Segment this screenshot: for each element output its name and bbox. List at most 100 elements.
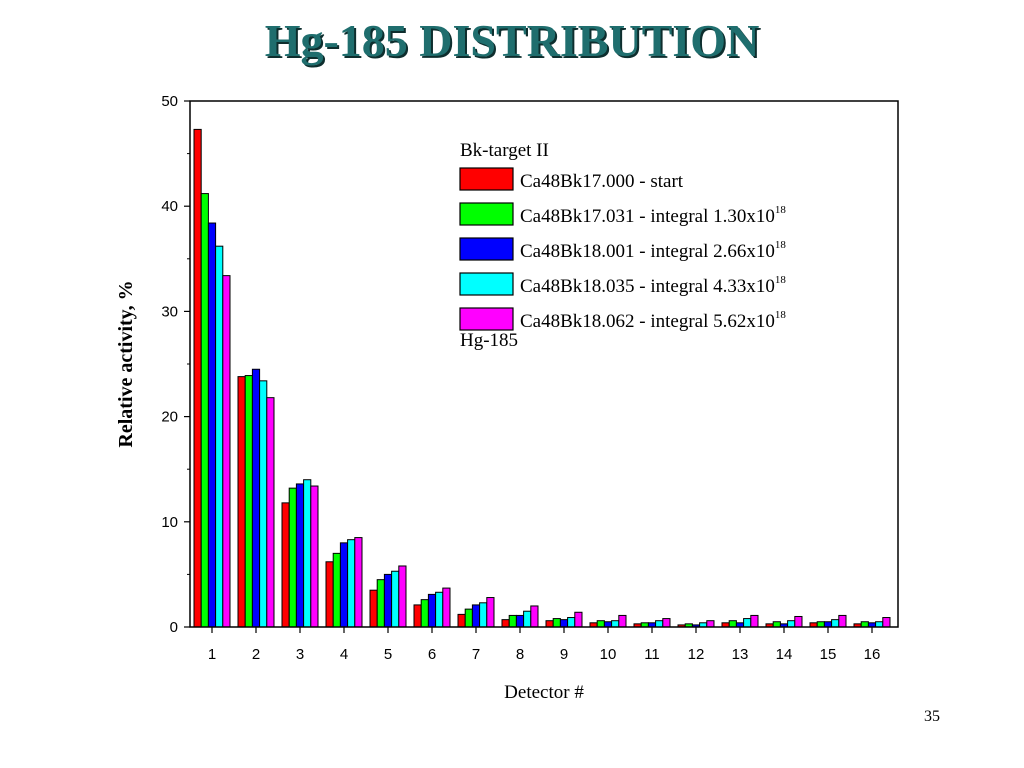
y-tick-label: 0 bbox=[170, 619, 178, 636]
bar-4-7 bbox=[479, 602, 488, 628]
legend: Bk-target II Ca48Bk17.000 - start Ca48Bk17… bbox=[459, 140, 786, 351]
x-tick-label: 14 bbox=[776, 646, 793, 663]
x-tick-label: 1 bbox=[208, 646, 216, 663]
bar-4-2 bbox=[259, 380, 268, 628]
bar-5-9 bbox=[574, 611, 583, 628]
bar-3-2 bbox=[251, 368, 261, 628]
legend-swatch-2 bbox=[459, 202, 514, 226]
bar-3-9 bbox=[559, 619, 569, 628]
bar-4-6 bbox=[435, 591, 444, 628]
bar-2-7 bbox=[464, 608, 473, 628]
bar-3-15 bbox=[823, 621, 833, 628]
bar-2-13 bbox=[728, 620, 737, 628]
legend-swatch-1 bbox=[459, 167, 514, 191]
bar-4-11 bbox=[655, 620, 664, 628]
legend-header: Bk-target II bbox=[460, 140, 549, 161]
bar-1-2 bbox=[237, 376, 246, 628]
bar-3-7 bbox=[471, 604, 481, 628]
bar-5-16 bbox=[882, 617, 891, 628]
bar-5-2 bbox=[266, 397, 275, 628]
x-tick-label: 9 bbox=[560, 646, 568, 663]
page-number: 35 bbox=[924, 708, 940, 725]
bar-1-4 bbox=[325, 561, 334, 628]
legend-label-4: Ca48Bk18.035 - integral 4.33x1018 bbox=[520, 274, 786, 297]
bar-5-10 bbox=[618, 614, 627, 628]
bar-4-9 bbox=[567, 617, 576, 628]
bar-4-5 bbox=[391, 570, 400, 628]
bar-2-14 bbox=[772, 621, 781, 628]
legend-footer: Hg-185 bbox=[460, 330, 518, 351]
y-tick-label: 40 bbox=[161, 198, 178, 215]
x-tick-label: 2 bbox=[252, 646, 260, 663]
bar-5-8 bbox=[530, 605, 539, 628]
legend-label-superscript: 18 bbox=[775, 204, 787, 216]
bar-4-16 bbox=[875, 621, 884, 628]
y-tick-label: 10 bbox=[161, 514, 178, 531]
x-tick-label: 10 bbox=[600, 646, 617, 663]
bars-layer bbox=[193, 128, 891, 628]
legend-swatch-3 bbox=[459, 237, 514, 261]
bar-2-5 bbox=[376, 579, 385, 628]
bar-5-1 bbox=[222, 275, 231, 628]
x-tick-label: 13 bbox=[732, 646, 749, 663]
x-tick-label: 4 bbox=[340, 646, 348, 663]
bar-4-1 bbox=[215, 245, 224, 628]
bar-2-15 bbox=[816, 621, 825, 628]
bar-3-5 bbox=[383, 573, 393, 628]
y-tick-label: 50 bbox=[161, 93, 178, 110]
bar-1-6 bbox=[413, 604, 422, 628]
x-axis-title: Detector # bbox=[504, 682, 584, 703]
bar-3-8 bbox=[515, 614, 525, 628]
bar-3-3 bbox=[295, 483, 305, 628]
bar-4-15 bbox=[831, 619, 840, 628]
legend-label-2: Ca48Bk17.031 - integral 1.30x1018 bbox=[520, 204, 786, 227]
legend-label-3: Ca48Bk18.001 - integral 2.66x1018 bbox=[520, 239, 786, 262]
bar-1-7 bbox=[457, 613, 466, 628]
bar-2-4 bbox=[332, 552, 341, 628]
bar-3-1 bbox=[207, 222, 217, 628]
y-tick-label: 20 bbox=[161, 409, 178, 426]
bar-1-9 bbox=[545, 620, 554, 628]
x-tick-label: 11 bbox=[644, 646, 660, 663]
bar-2-3 bbox=[288, 487, 297, 628]
legend-label-5: Ca48Bk18.062 - integral 5.62x1018 bbox=[520, 309, 786, 332]
legend-label-superscript: 18 bbox=[775, 274, 787, 286]
bar-3-10 bbox=[603, 621, 613, 628]
bar-4-3 bbox=[303, 479, 312, 628]
bar-2-10 bbox=[596, 620, 605, 628]
bar-5-7 bbox=[486, 597, 495, 628]
slide-title: Hg-185 DISTRIBUTION bbox=[264, 15, 760, 66]
legend-label-superscript: 18 bbox=[775, 309, 787, 321]
bar-1-8 bbox=[501, 619, 510, 628]
x-tick-label: 6 bbox=[428, 646, 436, 663]
legend-swatch-5 bbox=[459, 307, 514, 331]
bar-4-13 bbox=[743, 618, 752, 628]
bar-5-4 bbox=[354, 537, 363, 628]
bar-2-6 bbox=[420, 599, 429, 628]
legend-swatch-4 bbox=[459, 272, 514, 296]
x-tick-label: 8 bbox=[516, 646, 524, 663]
y-axis-title: Relative activity, % bbox=[115, 280, 137, 447]
x-tick-label: 15 bbox=[820, 646, 837, 663]
bar-2-8 bbox=[508, 614, 517, 628]
bar-1-5 bbox=[369, 589, 378, 628]
y-tick-label: 30 bbox=[161, 303, 178, 320]
x-tick-label: 5 bbox=[384, 646, 392, 663]
bar-3-4 bbox=[339, 542, 349, 628]
legend-label-1: Ca48Bk17.000 - start bbox=[520, 171, 684, 192]
bar-5-12 bbox=[706, 620, 715, 628]
bar-1-1 bbox=[193, 128, 202, 628]
bar-4-4 bbox=[347, 539, 356, 628]
x-tick-label: 16 bbox=[864, 646, 881, 663]
bar-5-15 bbox=[838, 614, 847, 628]
bar-4-14 bbox=[787, 620, 796, 628]
bar-4-10 bbox=[611, 620, 620, 628]
bar-2-9 bbox=[552, 618, 561, 628]
x-tick-label: 3 bbox=[296, 646, 304, 663]
bar-5-6 bbox=[442, 587, 451, 628]
legend-label-superscript: 18 bbox=[775, 239, 787, 251]
bar-5-13 bbox=[750, 614, 759, 628]
bar-2-2 bbox=[244, 375, 253, 628]
